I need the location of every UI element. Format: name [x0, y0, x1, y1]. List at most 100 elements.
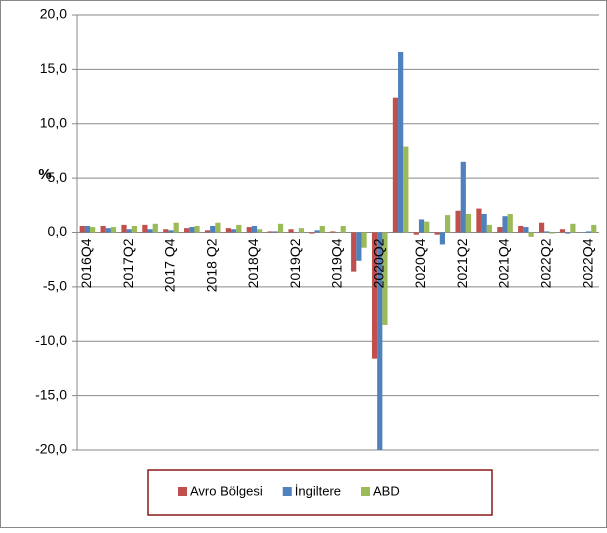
bar: [277, 223, 284, 233]
y-tick-label: -5,0: [43, 278, 67, 294]
y-tick-label: 15,0: [40, 60, 67, 76]
x-tick-label: 2019Q4: [329, 238, 345, 288]
bar: [549, 232, 555, 234]
bar: [351, 232, 357, 272]
bar: [257, 229, 263, 233]
bar: [585, 231, 592, 233]
legend-label: İngiltere: [295, 483, 341, 498]
bar: [79, 225, 85, 233]
bar: [121, 224, 127, 233]
bar: [231, 229, 237, 233]
y-tick-label: 10,0: [40, 114, 67, 130]
bar: [559, 229, 566, 233]
bar: [523, 227, 529, 233]
bar: [105, 228, 111, 233]
bar: [481, 214, 487, 233]
bar: [236, 224, 242, 233]
bar: [246, 227, 252, 233]
bar: [424, 221, 430, 233]
bar: [131, 225, 137, 233]
bar: [565, 232, 571, 234]
bar: [126, 229, 132, 233]
bar: [377, 232, 383, 450]
legend-swatch: [361, 487, 370, 496]
y-tick-label: 5,0: [48, 169, 68, 185]
bar: [518, 225, 524, 233]
bar: [319, 225, 325, 233]
bar: [403, 146, 409, 233]
bar: [152, 223, 158, 233]
bar: [486, 224, 492, 233]
bar: [361, 232, 367, 248]
bar: [147, 229, 153, 233]
bar: [142, 224, 148, 233]
bar: [382, 232, 388, 325]
bar: [314, 230, 320, 233]
x-tick-label: 2020Q2: [370, 238, 386, 288]
x-tick-label: 2017Q2: [120, 238, 136, 288]
x-tick-label: 2021Q4: [496, 238, 512, 288]
legend-swatch: [178, 487, 187, 496]
bar: [413, 232, 419, 235]
x-tick-label: 2016Q4: [78, 238, 94, 288]
bar: [591, 224, 597, 233]
bar: [194, 225, 200, 233]
bar: [298, 228, 305, 233]
bar: [189, 227, 195, 233]
bar: [251, 225, 258, 233]
bar: [173, 222, 179, 233]
bar: [225, 228, 231, 233]
bar: [434, 232, 440, 235]
x-tick-label: 2018Q4: [245, 238, 261, 288]
bar: [267, 231, 273, 233]
bar: [502, 216, 508, 233]
x-tick-label: 2020Q4: [412, 238, 428, 288]
bar: [84, 225, 91, 233]
bar: [309, 232, 315, 234]
bar: [100, 225, 106, 233]
bar: [288, 229, 294, 233]
legend-label: Avro Bölgesi: [190, 483, 263, 498]
bar: [570, 223, 576, 233]
bar: [163, 229, 169, 233]
bar: [215, 222, 221, 233]
bar: [439, 232, 445, 245]
legend: Avro Bölgesi İngiltere ABD: [147, 469, 493, 516]
y-tick-label: -20,0: [35, 441, 67, 457]
bar: [544, 231, 550, 233]
y-tick-label: 0,0: [48, 223, 68, 239]
bar: [204, 230, 211, 233]
bar: [476, 208, 482, 233]
legend-box: [147, 469, 493, 516]
legend-label: ABD: [373, 483, 400, 498]
bar: [110, 227, 117, 233]
bar: [445, 215, 451, 233]
y-tick-label: 20,0: [40, 6, 67, 22]
legend-swatch: [282, 487, 292, 496]
y-tick-label: -15,0: [35, 386, 67, 402]
bar: [497, 227, 503, 233]
bar: [340, 225, 346, 233]
bar: [528, 232, 534, 237]
x-tick-label: 2022Q4: [579, 238, 595, 288]
y-tick-label: -10,0: [35, 332, 67, 348]
bar: [210, 225, 216, 233]
bar: [168, 230, 174, 233]
x-tick-label: 2021Q2: [454, 238, 470, 288]
bar: [418, 219, 425, 233]
bar: [184, 228, 190, 233]
x-tick-label: 2022Q2: [538, 238, 554, 288]
bar: [465, 214, 472, 233]
bar: [330, 231, 336, 233]
bar: [272, 231, 278, 233]
bar: [371, 232, 378, 359]
x-tick-label: 2018 Q2: [203, 238, 219, 292]
bar: [356, 232, 362, 261]
bar: [398, 51, 404, 233]
bar: [539, 222, 545, 233]
bar: [392, 97, 399, 233]
bar: [460, 161, 466, 233]
x-tick-label: 2019Q2: [287, 238, 303, 288]
